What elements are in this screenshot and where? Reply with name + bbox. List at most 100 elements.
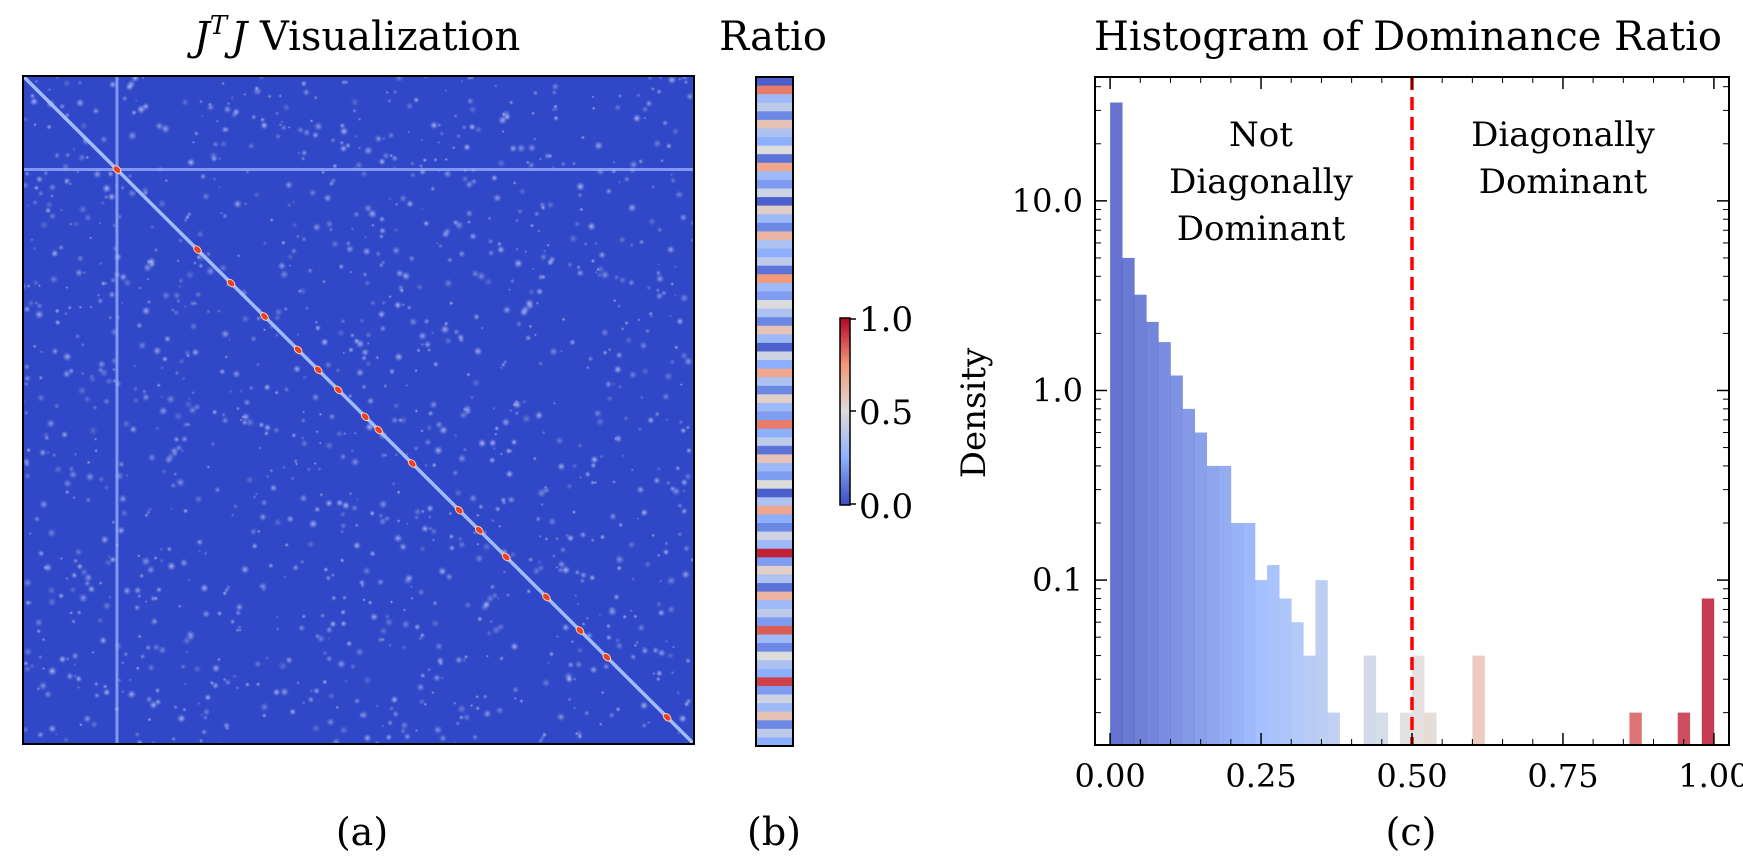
heatmap-speckle: [567, 697, 572, 702]
ratio-stripe: [756, 480, 793, 490]
heatmap-speckle: [481, 541, 492, 552]
heatmap-speckle: [126, 689, 137, 700]
heatmap-speckle: [392, 165, 396, 169]
heatmap-speckle: [433, 724, 443, 735]
heatmap-speckle: [231, 673, 238, 680]
histogram-annotation-line: Dominant: [1177, 209, 1346, 249]
heatmap-speckle: [615, 641, 624, 651]
heatmap-speckle: [82, 714, 92, 724]
heatmap-speckle: [658, 579, 663, 583]
heatmap-speckle: [33, 185, 40, 191]
heatmap-speckle: [605, 623, 612, 629]
heatmap-speckle: [389, 153, 394, 158]
heatmap-speckle: [172, 291, 182, 300]
heatmap-speckle: [226, 101, 231, 106]
heatmap-speckle: [507, 288, 511, 292]
ratio-stripe: [756, 531, 793, 541]
heatmap-speckle: [679, 383, 683, 387]
histogram-bar: [1230, 523, 1244, 745]
heatmap-speckle: [292, 364, 302, 374]
heatmap-speckle: [67, 305, 73, 311]
heatmap-speckle: [566, 482, 573, 490]
heatmap-speckle: [50, 249, 59, 258]
heatmap-speckle: [70, 618, 77, 625]
heatmap-speckle: [655, 274, 665, 284]
heatmap-speckle: [279, 687, 290, 697]
heatmap-speckle: [394, 72, 404, 83]
colorbar-label-05: 0.5: [859, 393, 913, 433]
heatmap-speckle: [202, 714, 209, 721]
heatmap-speckle: [138, 573, 145, 579]
heatmap-speckle: [174, 370, 180, 376]
heatmap-diagonal-peak: [112, 165, 122, 174]
heatmap-speckle: [46, 450, 51, 455]
heatmap-speckle: [274, 307, 283, 317]
heatmap-speckle: [350, 227, 354, 231]
heatmap-speckle: [31, 199, 39, 206]
heatmap-speckle: [366, 341, 370, 346]
heatmap-speckle: [315, 429, 320, 434]
heatmap-speckle: [443, 278, 454, 289]
heatmap-speckle: [500, 362, 506, 368]
ratio-stripe: [756, 574, 793, 584]
heatmap-speckle: [413, 623, 421, 631]
heatmap-speckle: [413, 507, 422, 516]
heatmap-speckle: [381, 724, 385, 728]
heatmap-speckle: [633, 643, 638, 648]
heatmap-speckle: [676, 502, 684, 509]
heatmap-speckle: [607, 347, 612, 352]
histogram-annotations: Not Diagonally Dominant Diagonally Dominant: [1169, 115, 1656, 249]
heatmap-speckle: [443, 227, 452, 236]
heatmap-speckle: [137, 285, 143, 291]
heatmap-speckle: [457, 453, 467, 464]
heatmap-speckle: [128, 678, 133, 682]
heatmap-speckle: [229, 618, 236, 625]
heatmap-speckle: [575, 602, 581, 607]
heatmap-speckle: [107, 594, 113, 600]
heatmap-speckle: [23, 363, 31, 371]
heatmap-speckle: [680, 427, 687, 434]
heatmap-speckle: [205, 309, 211, 315]
panel-b-caption: (b): [747, 810, 801, 854]
heatmap-speckle: [670, 670, 675, 676]
heatmap-speckle: [312, 687, 321, 695]
heatmap-speckle: [379, 324, 387, 333]
heatmap-speckle: [26, 284, 31, 289]
heatmap-speckle: [535, 515, 542, 523]
heatmap-speckle: [674, 345, 679, 350]
ratio-stripe: [756, 197, 793, 207]
heatmap-speckle: [534, 410, 544, 420]
ratio-stripe: [756, 591, 793, 601]
heatmap-speckle: [353, 697, 361, 705]
ratio-stripe: [756, 454, 793, 464]
heatmap-speckle: [398, 415, 408, 425]
heatmap-speckle: [80, 342, 85, 348]
heatmap-speckle: [537, 229, 541, 234]
histogram-bar: [1134, 294, 1147, 745]
heatmap-speckle: [362, 271, 368, 278]
heatmap-speckle: [255, 362, 261, 367]
heatmap-speckle: [471, 733, 479, 741]
heatmap-speckle: [208, 151, 219, 161]
heatmap-speckle: [416, 682, 426, 692]
heatmap-speckle: [637, 623, 646, 632]
heatmap-speckle: [615, 351, 624, 360]
heatmap-speckle: [102, 688, 111, 697]
ratio-stripe: [756, 205, 793, 215]
heatmap-speckle: [509, 642, 519, 652]
heatmap-speckle: [551, 553, 557, 559]
heatmap-speckle: [82, 270, 87, 275]
heatmap-speckle: [396, 519, 401, 523]
heatmap-speckle: [524, 250, 528, 254]
heatmap-speckle: [263, 430, 270, 437]
heatmap-speckle: [539, 252, 548, 262]
heatmap-speckle: [217, 156, 222, 161]
heatmap-speckle: [482, 693, 488, 700]
heatmap-speckle: [357, 117, 362, 122]
heatmap-speckle: [614, 554, 625, 565]
heatmap-speckle: [39, 499, 49, 509]
heatmap-speckle: [399, 287, 405, 294]
heatmap-speckle: [508, 408, 513, 413]
heatmap-speckle: [350, 504, 359, 513]
heatmap-speckle: [598, 722, 603, 727]
